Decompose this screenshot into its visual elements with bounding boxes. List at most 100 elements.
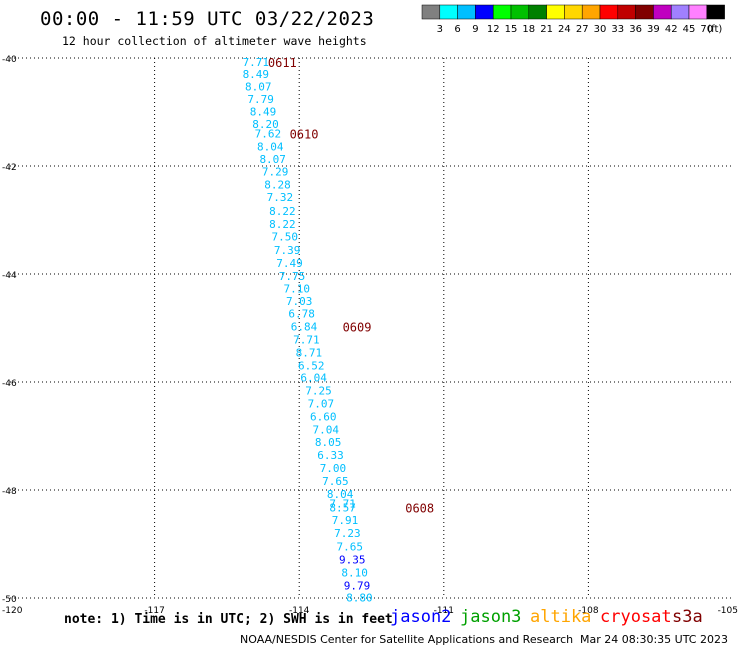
swh-value-label: 8.49 <box>243 68 270 81</box>
swh-value-label: 7.23 <box>334 527 361 540</box>
mission-label-cryosat: cryosat <box>600 607 672 627</box>
swh-value-label: 6.52 <box>298 359 325 372</box>
x-tick-label: -105 <box>718 606 738 616</box>
colorbar-tick-label: 42 <box>665 24 678 35</box>
mission-label-altika: altika <box>530 607 592 627</box>
swh-value-label: 7.50 <box>271 231 298 244</box>
colorbar-swatch <box>617 4 636 20</box>
swh-value-label: 8.22 <box>269 218 296 231</box>
swh-value-label: 8.57 <box>329 501 356 514</box>
swh-value-label: 6.33 <box>317 449 344 462</box>
colorbar-swatch <box>510 4 530 20</box>
time-label: 0611 <box>268 56 297 70</box>
swh-value-label: 6.04 <box>300 372 327 385</box>
x-tick-label: -111 <box>434 606 454 616</box>
colorbar-tick-label: (ft) <box>707 24 722 35</box>
colorbar-swatch <box>635 4 654 20</box>
swh-value-label: 8.05 <box>315 436 342 449</box>
colorbar-tick-label: 9 <box>472 24 478 35</box>
time-label: 0608 <box>405 501 434 515</box>
time-label: 0610 <box>290 128 319 142</box>
swh-value-label: 7.00 <box>320 462 347 475</box>
colorbar-tick-label: 39 <box>647 24 660 35</box>
chart-subtitle: 12 hour collection of altimeter wave hei… <box>62 34 367 48</box>
colorbar-tick-label: 33 <box>611 24 624 35</box>
swh-value-label: 7.49 <box>276 257 303 270</box>
colorbar-tick-label: 12 <box>487 24 500 35</box>
swh-value-label: 8.10 <box>341 567 368 580</box>
swh-value-label: 7.03 <box>286 295 313 308</box>
colorbar-swatch <box>457 4 476 20</box>
swh-value-label: 7.75 <box>279 270 306 283</box>
swh-value-label: 8.04 <box>327 488 354 501</box>
colorbar-swatch <box>492 4 512 20</box>
colorbar-tick-label: 45 <box>683 24 696 35</box>
colorbar-tick-label: 30 <box>594 24 607 35</box>
colorbar-tick-label: 6 <box>454 24 460 35</box>
colorbar-tick-label: 27 <box>576 24 589 35</box>
colorbar-tick-label: 21 <box>540 24 553 35</box>
swh-value-label: 7.62 <box>255 128 282 141</box>
y-tick-label: -46 <box>2 379 17 389</box>
x-tick-label: -120 <box>2 606 23 616</box>
footer-timestamp: Mar 24 08:30:35 UTC 2023 <box>580 633 728 646</box>
colorbar-swatch <box>528 4 547 20</box>
mission-label-jason3: jason3 <box>460 607 522 627</box>
swh-value-label: 7.71 <box>293 333 320 346</box>
colorbar-swatch <box>706 4 725 20</box>
swh-value-label: 8.22 <box>269 205 296 218</box>
swh-value-label: 8.80 <box>346 591 373 604</box>
data-point-labels: 7.718.498.077.798.498.207.628.048.077.29… <box>243 56 373 605</box>
swh-value-label: 8.20 <box>252 118 279 131</box>
colorbar-swatch <box>475 4 494 20</box>
mission-label-jason2: jason2 <box>390 607 452 627</box>
y-tick-label: -50 <box>2 595 17 605</box>
swh-value-label: 7.79 <box>247 93 274 106</box>
swh-value-label: 7.65 <box>337 541 364 554</box>
swh-value-label: 6.78 <box>288 307 315 320</box>
time-labels: 0611 0610 0609 0608 <box>268 56 434 516</box>
swh-value-label: 7.29 <box>262 165 289 178</box>
x-tick-label: -108 <box>578 606 599 616</box>
swh-value-label: 7.04 <box>312 424 339 437</box>
x-tick-label: -114 <box>289 606 310 616</box>
swh-value-label: 8.07 <box>259 153 286 166</box>
chart-title: 00:00 - 11:59 UTC 03/22/2023 <box>40 8 375 30</box>
colorbar-tick-label: 3 <box>437 24 443 35</box>
colorbar-swatch <box>688 4 708 20</box>
swh-value-label: 7.07 <box>308 398 335 411</box>
swh-value-label: 7.71 <box>243 56 270 69</box>
colorbar-tick-label: 24 <box>558 24 571 35</box>
colorbar-swatch <box>439 4 458 20</box>
swh-value-label: 7.25 <box>305 385 332 398</box>
chart-axes: -40 -42 -44 -46 -48 -50-120 -117 -114 -111 -108 -1… <box>2 55 738 616</box>
swh-value-label: 9.35 <box>339 554 366 567</box>
swh-value-label: 6.60 <box>310 411 337 424</box>
colorbar-swatch <box>581 4 601 20</box>
swh-value-label: 9.79 <box>344 580 371 593</box>
colorbar-swatch <box>421 4 441 20</box>
colorbar-swatch <box>653 4 672 20</box>
swh-value-label: 6.84 <box>291 320 318 333</box>
colorbar-swatch <box>670 4 690 20</box>
colorbar-swatch <box>599 4 619 20</box>
y-tick-label: -44 <box>2 271 17 281</box>
mission-label-s3a: s3a <box>672 607 703 627</box>
swh-value-label: 7.71 <box>329 498 356 511</box>
colorbar-tick-label: 36 <box>629 24 642 35</box>
time-label: 0609 <box>343 320 372 334</box>
chart-grid <box>10 57 733 599</box>
swh-value-label: 8.49 <box>250 105 277 118</box>
footer-credit: NOAA/NESDIS Center for Satellite Applica… <box>240 633 574 646</box>
swh-value-label: 8.04 <box>257 141 284 154</box>
y-tick-label: -48 <box>2 487 17 497</box>
colorbar-tick-label: 18 <box>522 24 535 35</box>
colorbar-legend: 3 6 9 12 15 18 21 24 27 30 33 36 39 42 45 70(ft) <box>421 4 725 35</box>
swh-value-label: 7.10 <box>284 283 311 296</box>
colorbar-swatch <box>546 4 565 20</box>
swh-value-label: 7.39 <box>274 244 301 257</box>
swh-value-label: 7.65 <box>322 475 349 488</box>
swh-value-label: 7.32 <box>267 191 294 204</box>
swh-value-label: 8.07 <box>245 81 272 94</box>
